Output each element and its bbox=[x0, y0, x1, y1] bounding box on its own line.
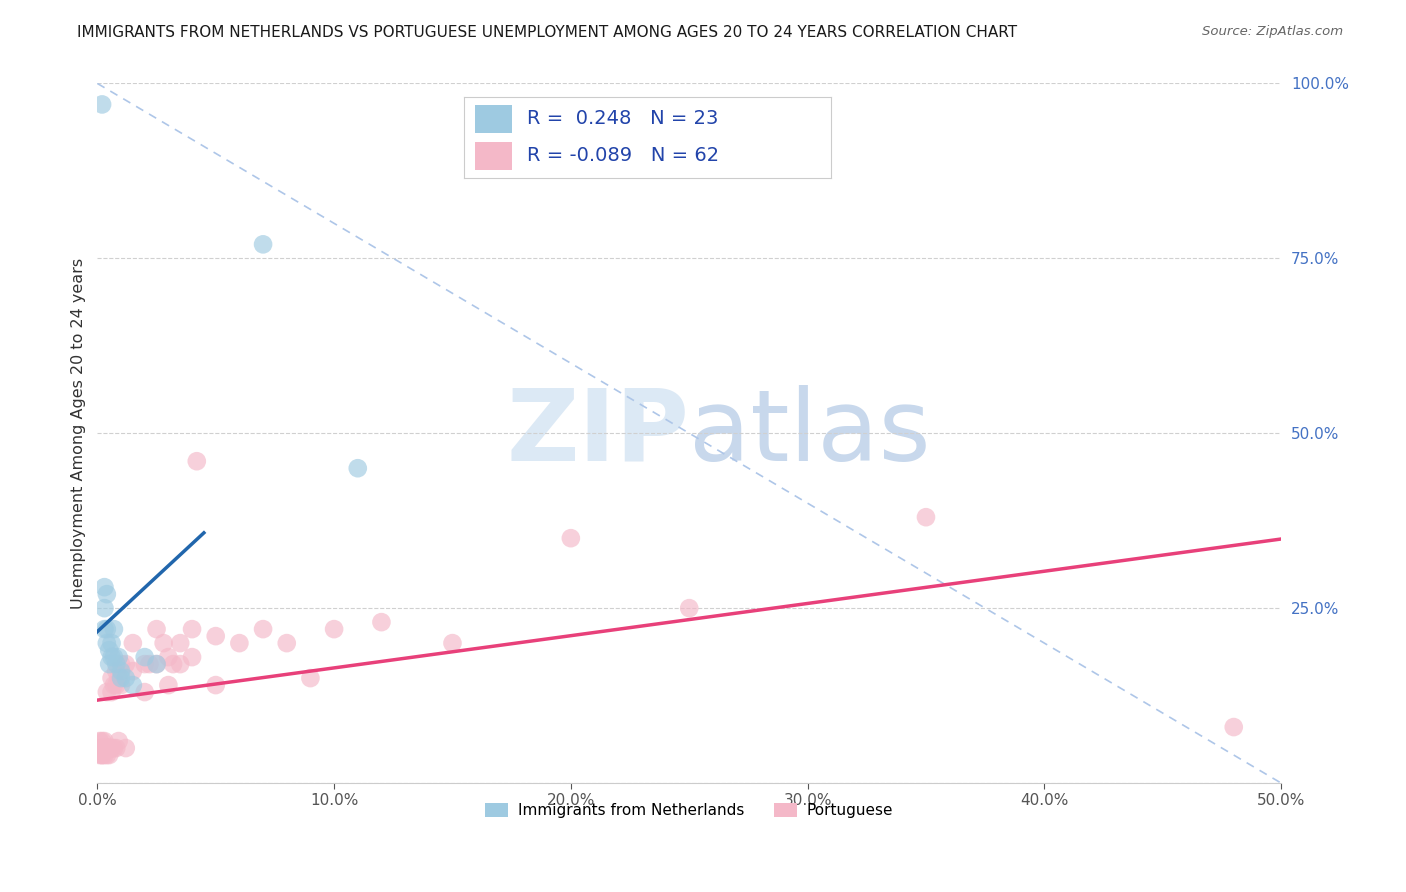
Point bbox=[98, 741, 121, 756]
Point bbox=[103, 650, 125, 665]
Point bbox=[228, 636, 250, 650]
Point bbox=[98, 657, 121, 672]
Point bbox=[105, 741, 128, 756]
Point bbox=[138, 657, 160, 672]
Point bbox=[110, 678, 132, 692]
Point bbox=[100, 685, 122, 699]
Point bbox=[103, 622, 125, 636]
Point bbox=[110, 657, 132, 672]
Point bbox=[121, 636, 143, 650]
Point bbox=[169, 657, 191, 672]
Point bbox=[100, 741, 122, 756]
Point bbox=[181, 622, 204, 636]
Point bbox=[204, 629, 226, 643]
Point bbox=[370, 615, 392, 629]
Point bbox=[89, 741, 111, 756]
Point bbox=[560, 531, 582, 545]
Point bbox=[346, 461, 368, 475]
Point bbox=[169, 636, 191, 650]
Point bbox=[93, 622, 115, 636]
Text: IMMIGRANTS FROM NETHERLANDS VS PORTUGUESE UNEMPLOYMENT AMONG AGES 20 TO 24 YEARS: IMMIGRANTS FROM NETHERLANDS VS PORTUGUES… bbox=[77, 25, 1018, 40]
Point bbox=[91, 747, 114, 762]
Point bbox=[98, 747, 121, 762]
Text: atlas: atlas bbox=[689, 384, 931, 482]
Point bbox=[93, 741, 115, 756]
Point bbox=[121, 664, 143, 678]
Point bbox=[181, 650, 204, 665]
Text: ZIP: ZIP bbox=[506, 384, 689, 482]
Point bbox=[93, 601, 115, 615]
Point bbox=[145, 622, 167, 636]
Point bbox=[276, 636, 298, 650]
Point bbox=[323, 622, 346, 636]
Point bbox=[441, 636, 464, 650]
Point bbox=[103, 741, 125, 756]
Point bbox=[98, 643, 121, 657]
Point bbox=[107, 734, 129, 748]
Point bbox=[152, 636, 174, 650]
Point bbox=[145, 657, 167, 672]
Point bbox=[96, 636, 118, 650]
Point bbox=[157, 650, 180, 665]
Point bbox=[100, 636, 122, 650]
Point bbox=[98, 741, 121, 756]
Point bbox=[162, 657, 184, 672]
Point bbox=[145, 657, 167, 672]
Point bbox=[91, 747, 114, 762]
Point bbox=[107, 650, 129, 665]
Point bbox=[105, 678, 128, 692]
Point bbox=[91, 741, 114, 756]
Point bbox=[91, 97, 114, 112]
Y-axis label: Unemployment Among Ages 20 to 24 years: Unemployment Among Ages 20 to 24 years bbox=[72, 258, 86, 609]
Point bbox=[91, 734, 114, 748]
Legend: Immigrants from Netherlands, Portuguese: Immigrants from Netherlands, Portuguese bbox=[479, 797, 898, 824]
Point bbox=[204, 678, 226, 692]
Point bbox=[93, 747, 115, 762]
Point bbox=[678, 601, 700, 615]
Point bbox=[110, 671, 132, 685]
Point bbox=[89, 741, 111, 756]
Text: Source: ZipAtlas.com: Source: ZipAtlas.com bbox=[1202, 25, 1343, 38]
Point bbox=[93, 580, 115, 594]
Point bbox=[915, 510, 938, 524]
Point bbox=[91, 741, 114, 756]
Point bbox=[93, 741, 115, 756]
Point bbox=[105, 657, 128, 672]
Point bbox=[114, 671, 136, 685]
Point bbox=[121, 678, 143, 692]
Point bbox=[186, 454, 208, 468]
Point bbox=[96, 685, 118, 699]
Point bbox=[100, 671, 122, 685]
Point bbox=[114, 741, 136, 756]
Point bbox=[134, 650, 156, 665]
Point bbox=[96, 741, 118, 756]
Point bbox=[299, 671, 322, 685]
Point bbox=[1222, 720, 1244, 734]
Point bbox=[89, 734, 111, 748]
Point bbox=[252, 237, 274, 252]
Point bbox=[110, 664, 132, 678]
Point bbox=[96, 587, 118, 601]
Point bbox=[103, 678, 125, 692]
Point bbox=[105, 664, 128, 678]
Point bbox=[100, 650, 122, 665]
Point bbox=[134, 685, 156, 699]
Point bbox=[96, 747, 118, 762]
Point bbox=[134, 657, 156, 672]
Point bbox=[114, 657, 136, 672]
Point bbox=[157, 678, 180, 692]
Point bbox=[107, 671, 129, 685]
Point bbox=[93, 734, 115, 748]
Point bbox=[252, 622, 274, 636]
Point bbox=[89, 747, 111, 762]
Point bbox=[96, 622, 118, 636]
